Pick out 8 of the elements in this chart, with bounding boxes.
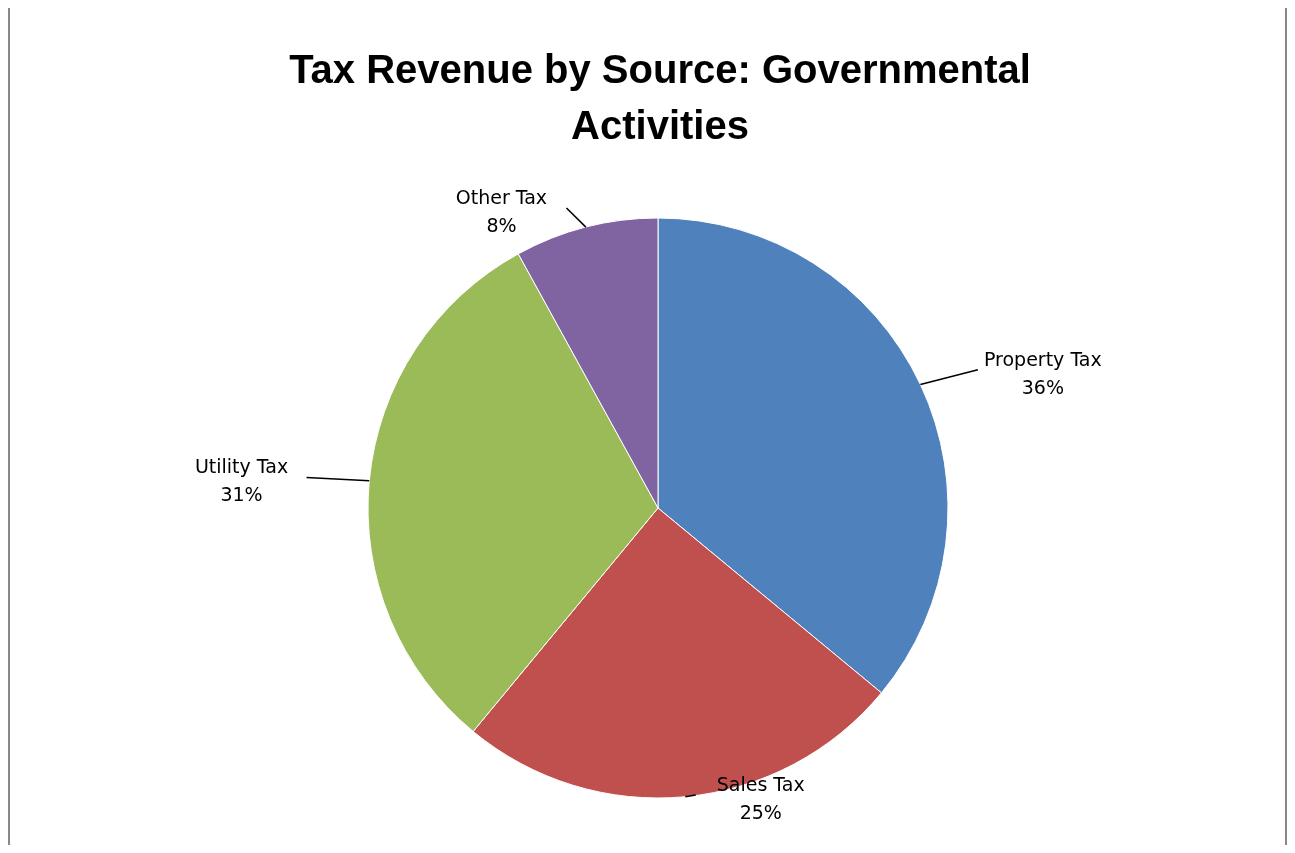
data-label: 25%	[739, 801, 782, 823]
chart-title: Tax Revenue by Source: Governmental Activities	[289, 47, 1031, 147]
slice-label: Utility Tax	[194, 455, 289, 478]
data-label: 8%	[486, 214, 517, 236]
slice-label: Property Tax	[983, 347, 1102, 370]
data-label: 31%	[220, 483, 263, 506]
slice-label: Other Tax	[455, 186, 548, 208]
data-label: 36%	[1021, 375, 1064, 398]
